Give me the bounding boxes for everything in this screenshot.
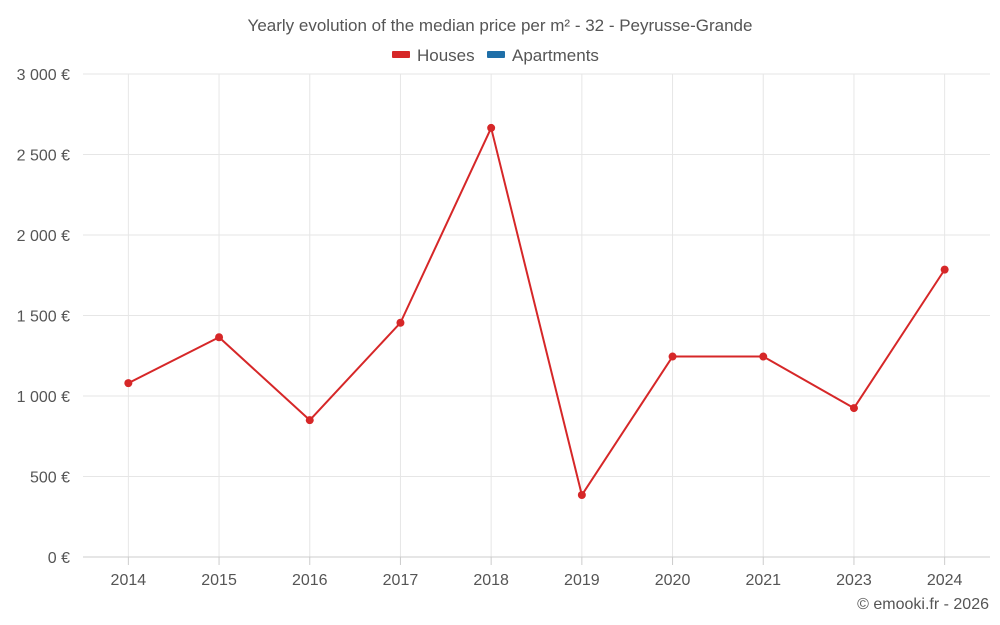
x-tick-label: 2024 [927, 572, 963, 589]
x-tick-label: 2017 [383, 572, 419, 589]
x-axis-ticks: 2014 2015 2016 2017 2018 2019 2020 2021 2023 2024 [111, 557, 963, 589]
y-tick-label: 2 500 € [17, 148, 70, 165]
credit-text: © emooki.fr - 2026 [857, 596, 989, 613]
y-tick-label: 2 000 € [17, 228, 70, 245]
y-tick-label: 500 € [30, 470, 70, 487]
x-tick-label: 2020 [655, 572, 691, 589]
data-point-houses[interactable] [305, 416, 314, 425]
data-point-houses[interactable] [577, 491, 586, 500]
x-tick-label: 2016 [292, 572, 328, 589]
data-point-houses[interactable] [124, 379, 133, 388]
legend-swatch-houses [392, 51, 410, 58]
data-point-houses[interactable] [849, 404, 858, 413]
legend-item-houses[interactable]: Houses [392, 46, 475, 65]
y-tick-label: 1 000 € [17, 389, 70, 406]
y-tick-label: 3 000 € [17, 67, 70, 84]
chart-title: Yearly evolution of the median price per… [248, 16, 753, 35]
grid [83, 73, 990, 557]
x-tick-label: 2014 [111, 572, 147, 589]
x-tick-label: 2018 [473, 572, 509, 589]
data-point-houses[interactable] [487, 123, 496, 132]
series-line-houses [127, 126, 946, 497]
legend: Houses Apartments [392, 46, 599, 65]
plot-area [124, 123, 949, 500]
x-tick-label: 2021 [745, 572, 781, 589]
legend-label-apartments: Apartments [512, 46, 599, 65]
data-point-houses[interactable] [759, 352, 768, 361]
data-point-houses[interactable] [940, 265, 949, 274]
x-tick-label: 2019 [564, 572, 600, 589]
legend-swatch-apartments [487, 51, 505, 58]
data-point-houses[interactable] [668, 352, 677, 361]
data-point-houses[interactable] [215, 333, 224, 342]
y-axis-ticks: 0 € 500 € 1 000 € 1 500 € 2 000 € 2 500 € 3 00… [17, 67, 70, 567]
legend-item-apartments[interactable]: Apartments [487, 46, 599, 65]
x-tick-label: 2023 [836, 572, 872, 589]
data-point-houses[interactable] [396, 318, 405, 327]
y-tick-label: 0 € [48, 550, 70, 567]
legend-label-houses: Houses [417, 46, 475, 65]
y-tick-label: 1 500 € [17, 309, 70, 326]
x-tick-label: 2015 [201, 572, 237, 589]
